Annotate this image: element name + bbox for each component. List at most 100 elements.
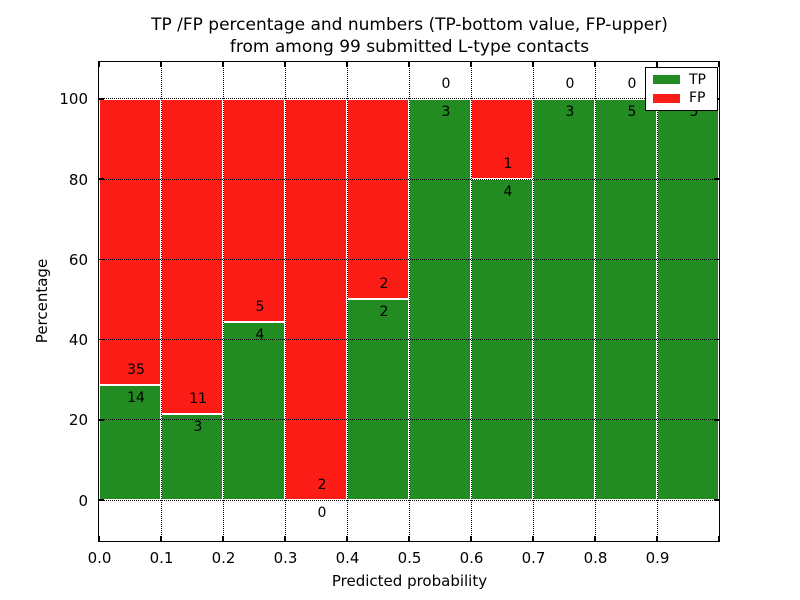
bar-tp-count: 4 bbox=[255, 326, 265, 343]
bar-segment-tp bbox=[657, 98, 719, 501]
x-tick-label: 0.4 bbox=[335, 549, 360, 567]
y-tick-mark bbox=[714, 419, 719, 421]
chart-title-line1: TP /FP percentage and numbers (TP-bottom… bbox=[151, 15, 668, 35]
y-tick-mark bbox=[99, 258, 104, 261]
bar-fp-count: 2 bbox=[379, 276, 389, 293]
x-tick-mark bbox=[656, 536, 658, 541]
bar-tp-count: 3 bbox=[193, 419, 203, 436]
bar-segment-tp bbox=[347, 299, 409, 501]
bar-tp-count: 4 bbox=[503, 184, 513, 201]
y-tick-mark bbox=[99, 419, 104, 421]
x-tick-label: 0.7 bbox=[521, 549, 546, 567]
y-tick-mark bbox=[714, 499, 719, 501]
x-tick-mark bbox=[656, 62, 658, 67]
y-tick-mark bbox=[714, 178, 719, 180]
x-tick-mark bbox=[408, 536, 410, 541]
x-axis-label: Predicted probability bbox=[331, 572, 488, 590]
y-tick-mark bbox=[714, 338, 719, 341]
legend-swatch-fp bbox=[653, 93, 680, 103]
x-tick-mark bbox=[470, 536, 472, 541]
x-tick-mark bbox=[160, 536, 162, 541]
x-tick-mark bbox=[99, 62, 100, 67]
v-gridline bbox=[408, 62, 410, 541]
plot-inner: 35141135420220314030505 bbox=[99, 62, 719, 541]
y-axis-label: Percentage bbox=[33, 258, 51, 344]
y-tick-label: 40 bbox=[68, 331, 88, 350]
bar-tp-count: 3 bbox=[565, 103, 575, 120]
x-tick-mark bbox=[594, 536, 596, 541]
x-tick-mark bbox=[160, 62, 162, 67]
y-tick-label: 80 bbox=[68, 170, 88, 189]
legend-row: FP bbox=[653, 91, 710, 105]
bar-fp-count: 1 bbox=[503, 156, 513, 173]
bar-segment-tp bbox=[409, 98, 471, 501]
bar-segment-fp bbox=[99, 98, 161, 386]
x-tick-mark bbox=[470, 62, 472, 67]
bar-segment-fp bbox=[347, 98, 409, 300]
v-gridline bbox=[594, 62, 596, 541]
y-tick-mark bbox=[99, 98, 104, 100]
x-tick-mark bbox=[284, 536, 286, 541]
bar-tp-count: 3 bbox=[441, 103, 451, 120]
v-gridline bbox=[532, 62, 534, 541]
x-tick-label: 0.6 bbox=[459, 549, 484, 567]
legend: TP FP bbox=[645, 67, 718, 111]
legend-swatch-tp bbox=[653, 75, 680, 85]
x-tick-mark bbox=[346, 62, 348, 67]
x-tick-mark bbox=[408, 62, 410, 67]
plot-area: 35141135420220314030505 bbox=[98, 61, 720, 542]
bar-segment-tp bbox=[223, 321, 285, 501]
bar-segment-fp bbox=[161, 98, 223, 415]
bar-fp-count: 11 bbox=[189, 391, 207, 408]
y-tick-label: 60 bbox=[68, 250, 88, 269]
h-gridline bbox=[99, 419, 719, 421]
x-tick-mark bbox=[99, 536, 100, 541]
v-gridline bbox=[656, 62, 658, 541]
h-gridline bbox=[99, 98, 719, 100]
chart-title-line2: from among 99 submitted L-type contacts bbox=[229, 37, 590, 57]
x-tick-mark bbox=[718, 536, 719, 541]
h-gridline bbox=[99, 258, 719, 260]
bar-tp-count: 5 bbox=[627, 103, 637, 120]
x-tick-mark bbox=[284, 62, 286, 67]
bar-fp-count: 0 bbox=[565, 75, 575, 92]
v-gridline bbox=[470, 62, 472, 541]
y-tick-mark bbox=[99, 338, 104, 341]
y-tick-label: 0 bbox=[78, 491, 88, 510]
bar-segment-tp bbox=[161, 414, 223, 501]
bar-tp-count: 14 bbox=[127, 390, 145, 407]
legend-label-tp: TP bbox=[689, 71, 706, 88]
legend-label-fp: FP bbox=[689, 90, 706, 107]
h-gridline bbox=[99, 178, 719, 180]
x-tick-label: 0.5 bbox=[397, 549, 422, 567]
x-tick-mark bbox=[532, 62, 534, 67]
bar-tp-count: 2 bbox=[379, 304, 389, 321]
x-tick-mark bbox=[222, 536, 224, 541]
x-tick-label: 0.9 bbox=[645, 549, 670, 567]
x-tick-label: 0.8 bbox=[583, 549, 608, 567]
bar-fp-count: 2 bbox=[317, 477, 327, 494]
y-tick-label: 20 bbox=[68, 411, 88, 430]
bar-segment-tp bbox=[595, 98, 657, 501]
x-tick-mark bbox=[594, 62, 596, 67]
bar-segment-fp bbox=[471, 98, 533, 180]
x-tick-label: 0.0 bbox=[87, 549, 112, 567]
y-tick-label: 100 bbox=[59, 90, 88, 109]
x-tick-mark bbox=[346, 536, 348, 541]
y-tick-mark bbox=[714, 258, 719, 261]
y-tick-mark bbox=[99, 178, 104, 180]
x-tick-label: 0.2 bbox=[211, 549, 236, 567]
bar-segment-fp bbox=[223, 98, 285, 322]
v-gridline bbox=[160, 62, 162, 541]
bar-tp-count: 5 bbox=[689, 103, 699, 120]
x-tick-label: 0.3 bbox=[273, 549, 298, 567]
bar-fp-count: 5 bbox=[255, 298, 265, 315]
x-tick-mark bbox=[222, 62, 224, 67]
bar-fp-count: 35 bbox=[127, 362, 145, 379]
legend-row: TP bbox=[653, 73, 710, 87]
chart-title: TP /FP percentage and numbers (TP-bottom… bbox=[99, 14, 720, 58]
v-gridline bbox=[222, 62, 224, 541]
x-tick-mark bbox=[718, 62, 719, 67]
bar-segment-tp bbox=[99, 385, 161, 501]
